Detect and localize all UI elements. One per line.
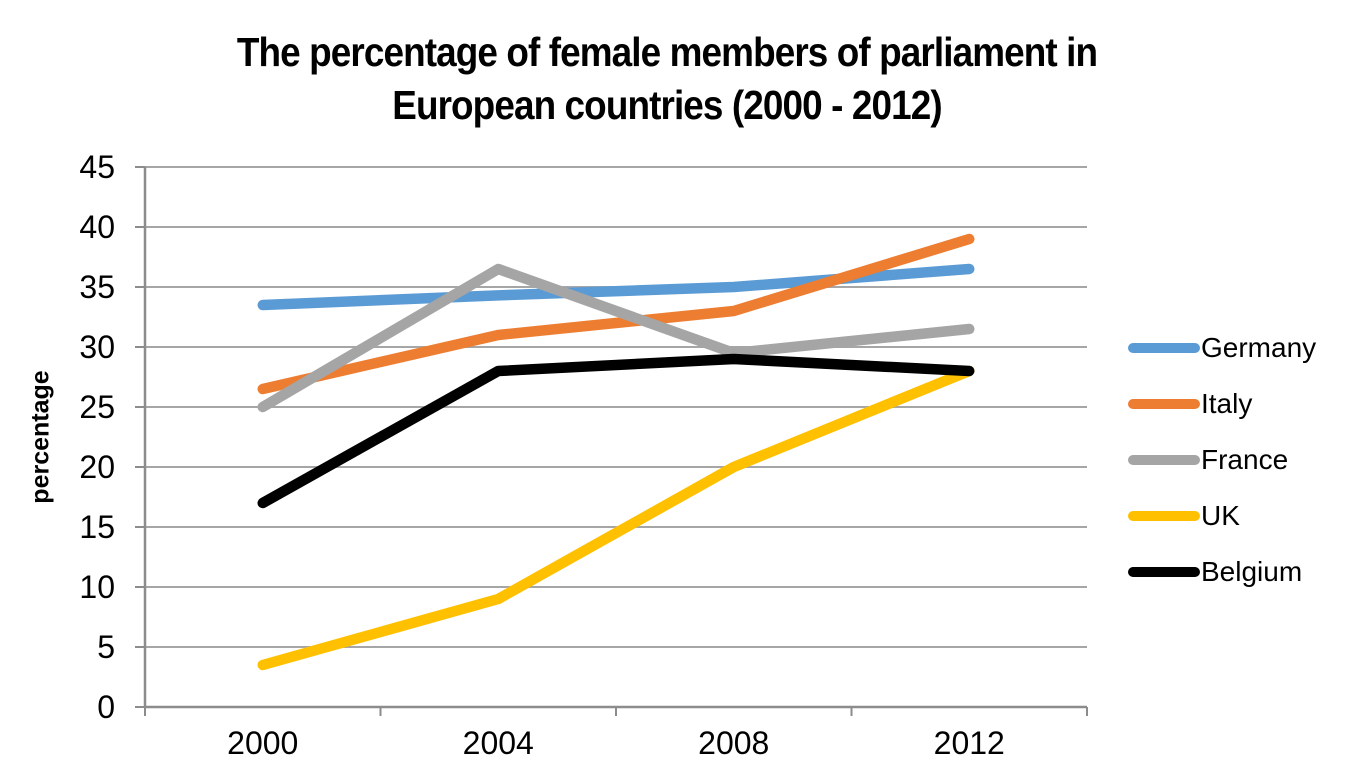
x-tick-label-2004: 2004 xyxy=(462,725,534,761)
legend-label-france: France xyxy=(1201,444,1289,475)
y-tick-label-30: 30 xyxy=(79,329,115,365)
legend-line-sample-belgium xyxy=(1128,567,1200,577)
y-tick-label-20: 20 xyxy=(79,449,115,485)
chart-title: The percentage of female members of parl… xyxy=(67,26,1268,132)
y-tick-label-45: 45 xyxy=(79,149,115,185)
series-line-france xyxy=(257,263,975,413)
legend-item-france: France xyxy=(1128,443,1288,477)
y-tick-label-35: 35 xyxy=(79,269,115,305)
legend-item-italy: Italy xyxy=(1128,387,1252,421)
legend-line-sample-france xyxy=(1128,455,1200,465)
legend-line-sample-uk xyxy=(1128,511,1200,521)
y-tick-label-15: 15 xyxy=(79,509,115,545)
legend-line-sample-germany xyxy=(1128,343,1200,353)
y-tick-label-10: 10 xyxy=(79,569,115,605)
x-tick-label-2000: 2000 xyxy=(227,725,299,761)
legend-item-belgium: Belgium xyxy=(1128,555,1302,589)
series-line-uk xyxy=(257,365,975,671)
y-tick-label-5: 5 xyxy=(97,629,115,665)
x-tick-label-2008: 2008 xyxy=(698,725,770,761)
x-tick-label-2012: 2012 xyxy=(933,725,1005,761)
series-line-belgium xyxy=(257,353,975,509)
legend-item-uk: UK xyxy=(1128,499,1240,533)
y-tick-label-25: 25 xyxy=(79,389,115,425)
legend-label-italy: Italy xyxy=(1201,388,1253,419)
legend-label-germany: Germany xyxy=(1201,332,1317,363)
chart-title-line2: European countries (2000 - 2012) xyxy=(392,82,942,128)
legend-label-belgium: Belgium xyxy=(1201,556,1303,587)
legend-line-sample-italy xyxy=(1128,399,1200,409)
series-line-italy xyxy=(257,233,975,395)
y-tick-label-0: 0 xyxy=(97,689,115,725)
legend-label-uk: UK xyxy=(1201,500,1240,531)
legend-item-germany: Germany xyxy=(1128,331,1316,365)
chart-title-line1: The percentage of female members of parl… xyxy=(236,29,1098,75)
y-tick-label-40: 40 xyxy=(79,209,115,245)
